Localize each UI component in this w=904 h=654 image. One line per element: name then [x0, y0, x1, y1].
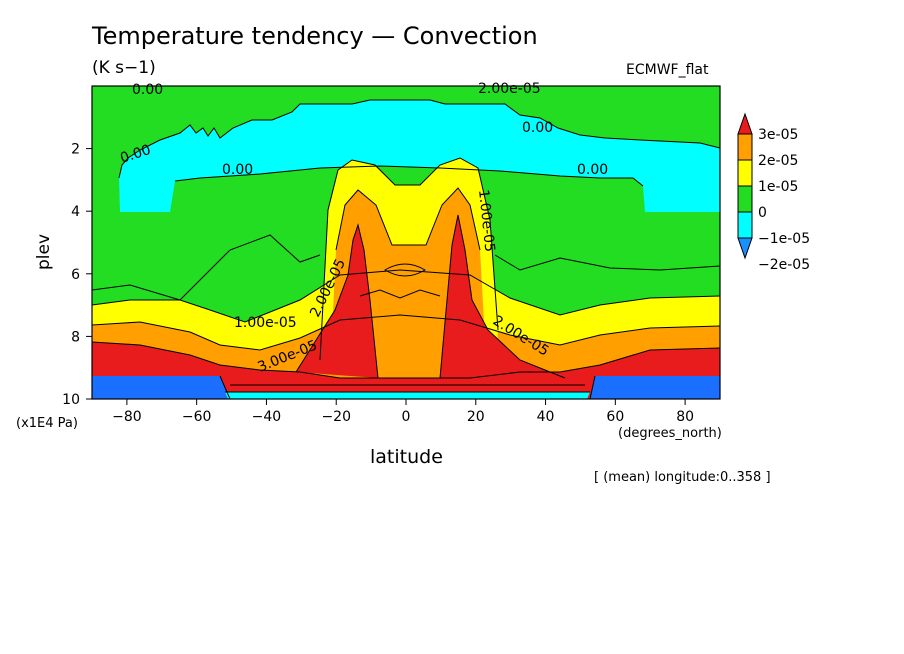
y-tick-label: 4 [71, 204, 80, 220]
legend-label: −2e-05 [758, 257, 810, 273]
x-axis-units: (degrees_north) [618, 426, 722, 441]
contour-label: 0.00 [132, 82, 163, 98]
contour-label: 1.00e-05 [475, 189, 497, 253]
chart-units: (K s−1) [92, 58, 156, 78]
x-axis-ticks: −80 −60 −40 −20 0 20 40 60 80 [112, 399, 694, 425]
run-label: ECMWF_flat [626, 62, 709, 78]
y-axis-ticks: 2 4 6 8 10 [62, 142, 92, 408]
contour-label: 2.00e-05 [478, 81, 541, 97]
averaging-note: [ (mean) longitude:0..358 ] [594, 470, 771, 485]
contour-fill [92, 86, 720, 399]
legend-swatch [737, 133, 753, 161]
x-tick-label: −60 [182, 409, 212, 425]
contour-label: 0.00 [222, 162, 253, 178]
legend-swatch [737, 185, 753, 213]
band-neg-surface-stripes [225, 392, 590, 399]
chart-title: Temperature tendency — Convection [92, 22, 538, 50]
x-tick-label: −20 [321, 409, 351, 425]
y-tick-label: 6 [71, 267, 80, 283]
band-pos-3-right [440, 215, 565, 378]
contour-label: 0.00 [577, 162, 608, 178]
legend-label: 3e-05 [758, 127, 798, 143]
x-tick-label: 80 [676, 409, 694, 425]
x-tick-label: 20 [467, 409, 485, 425]
color-legend: 3e-05 2e-05 1e-05 0 −1e-05 −2e-05 [737, 112, 810, 273]
y-axis-units: (x1E4 Pa) [16, 416, 78, 431]
legend-arrow-top [737, 112, 753, 135]
x-tick-label: −80 [112, 409, 142, 425]
x-tick-label: 0 [402, 409, 411, 425]
x-tick-label: 40 [537, 409, 555, 425]
y-tick-label: 10 [62, 392, 80, 408]
legend-swatch [737, 159, 753, 187]
contour-label: 0.00 [522, 120, 553, 136]
legend-arrow-bottom [737, 237, 753, 260]
y-tick-label: 2 [71, 142, 80, 158]
band-neg-surface-left [92, 376, 230, 399]
band-neg-upper [119, 100, 720, 212]
contour-label: 1.00e-05 [234, 315, 297, 331]
legend-label: 1e-05 [758, 179, 798, 195]
x-tick-label: −40 [252, 409, 282, 425]
legend-label: 0 [758, 205, 767, 221]
y-tick-label: 8 [71, 329, 80, 345]
x-tick-label: 60 [606, 409, 624, 425]
legend-label: 2e-05 [758, 153, 798, 169]
contour-lines [92, 99, 720, 399]
x-axis-label: latitude [370, 446, 443, 468]
band-neg-surface-right [590, 376, 720, 399]
legend-label: −1e-05 [758, 231, 810, 247]
legend-swatch [737, 211, 753, 239]
